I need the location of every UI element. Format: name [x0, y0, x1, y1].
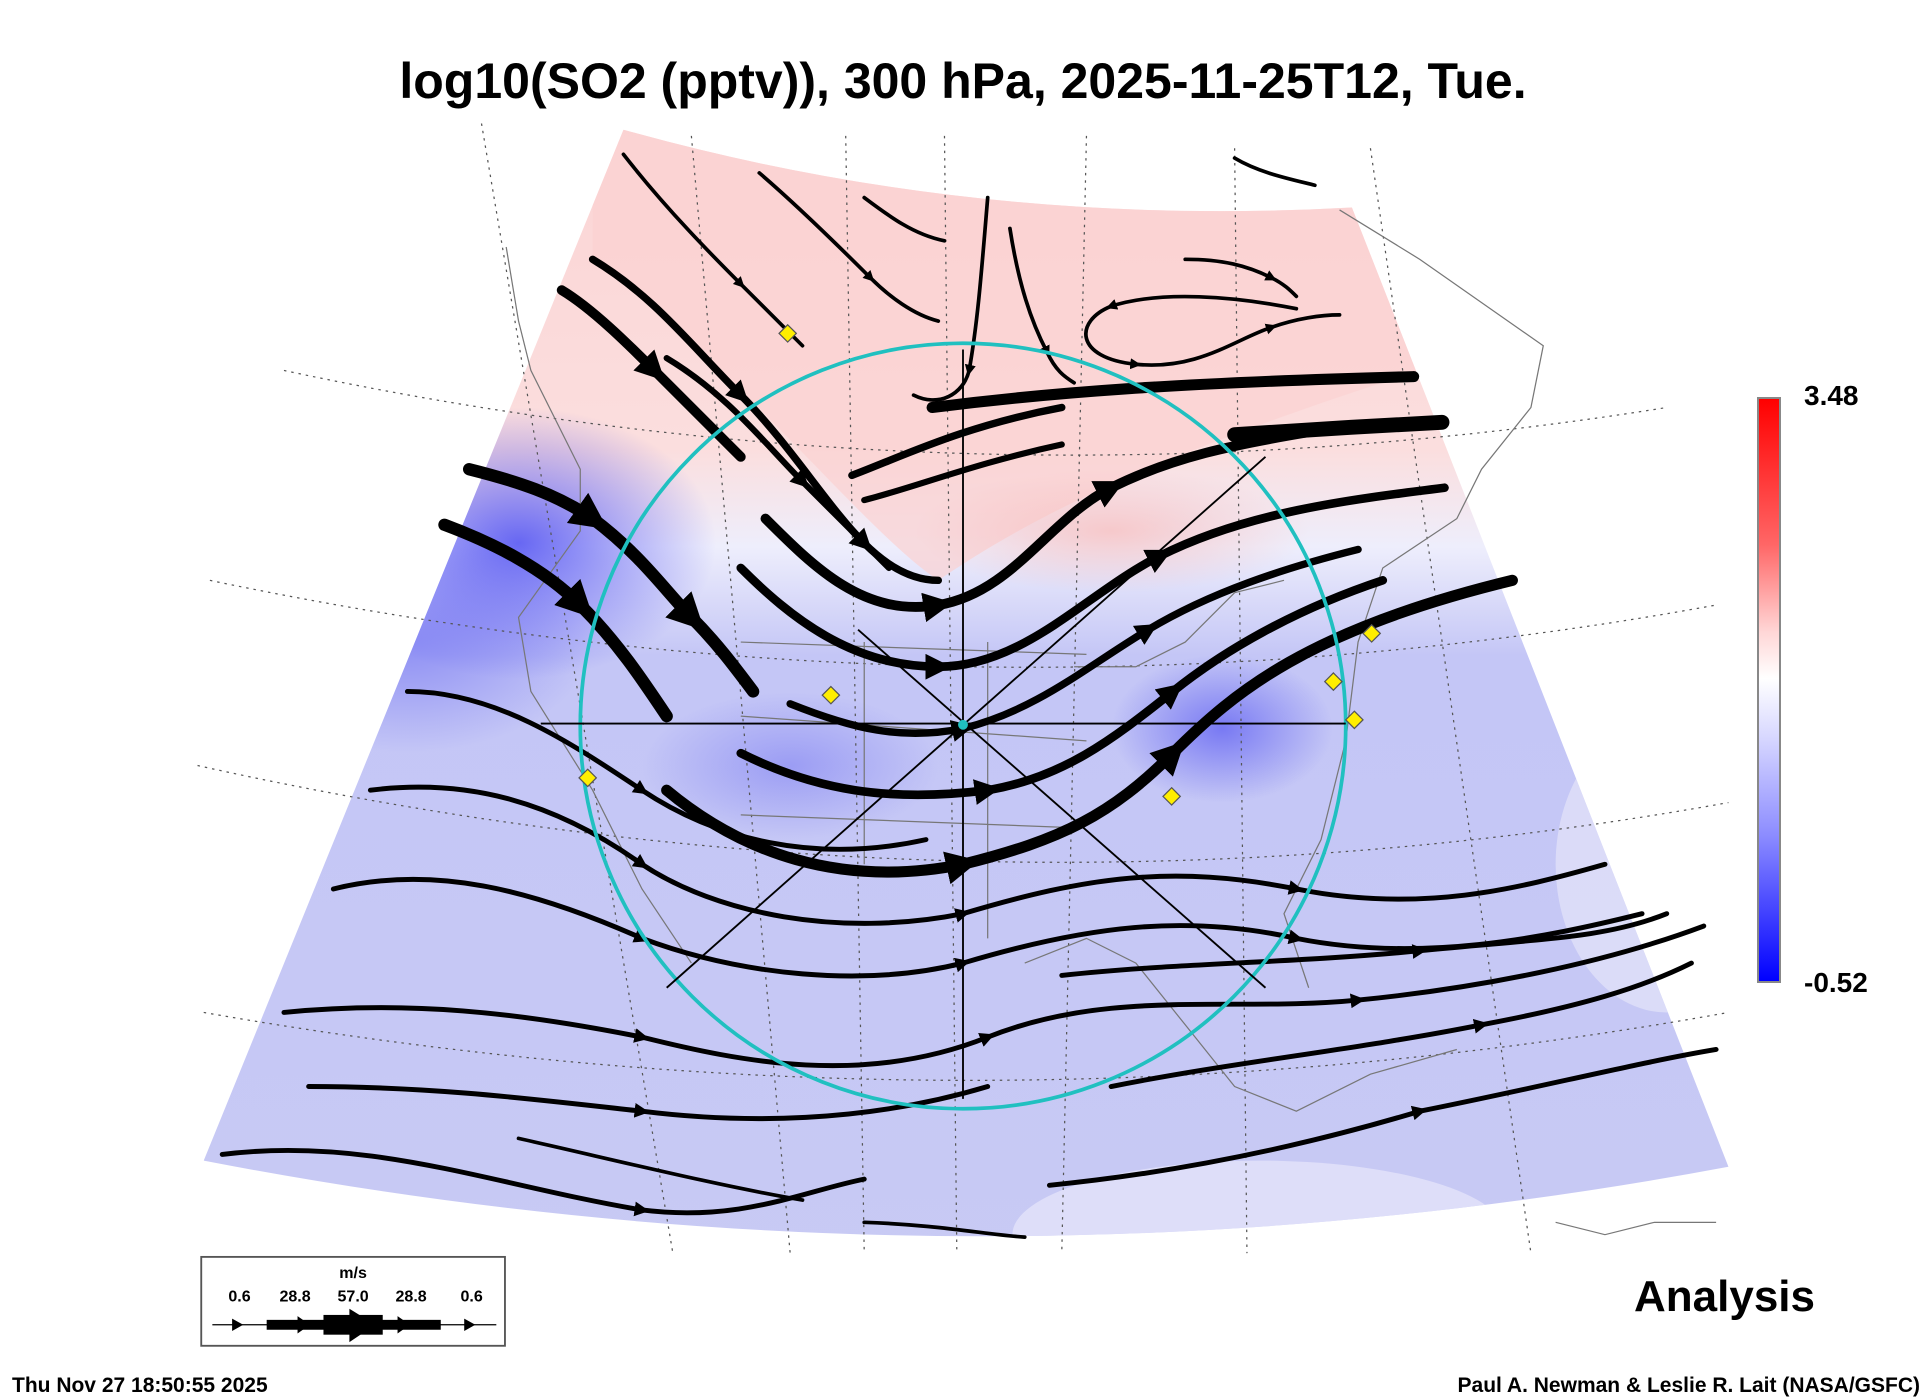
colorbar: [1757, 397, 1781, 983]
diamond-marker: [578, 768, 598, 788]
diamond-marker: [1344, 710, 1364, 730]
wind-legend-value: 0.6: [460, 1287, 482, 1305]
target-overlay: [540, 341, 1348, 1111]
wind-legend-value: 0.6: [228, 1287, 250, 1305]
diamond-marker: [1162, 786, 1182, 806]
credit: Paul A. Newman & Leslie R. Lait (NASA/GS…: [1457, 1374, 1920, 1397]
wind-streamlines: [219, 152, 1719, 1239]
chart-title: log10(SO2 (pptv)), 300 hPa, 2025-11-25T1…: [399, 53, 1527, 109]
diamond-marker: [1362, 623, 1382, 643]
wind-legend-value: 57.0: [337, 1287, 368, 1305]
diamond-marker: [821, 685, 841, 705]
colorbar-min-label: -0.52: [1804, 967, 1868, 998]
so2-field: [203, 129, 1729, 1237]
wind-legend: m/s 0.6 28.8 57.0 28.8 0.6: [200, 1255, 506, 1347]
wind-legend-value: 28.8: [279, 1287, 310, 1305]
diamond-marker: [778, 323, 798, 343]
wind-legend-value: 28.8: [396, 1287, 427, 1305]
colorbar-max-label: 3.48: [1804, 380, 1859, 411]
diamond-marker: [1323, 672, 1343, 692]
station-markers: [578, 323, 1382, 806]
analysis-label: Analysis: [1634, 1272, 1815, 1321]
wind-legend-unit: m/s: [339, 1264, 367, 1282]
timestamp: Thu Nov 27 18:50:55 2025: [12, 1374, 268, 1397]
